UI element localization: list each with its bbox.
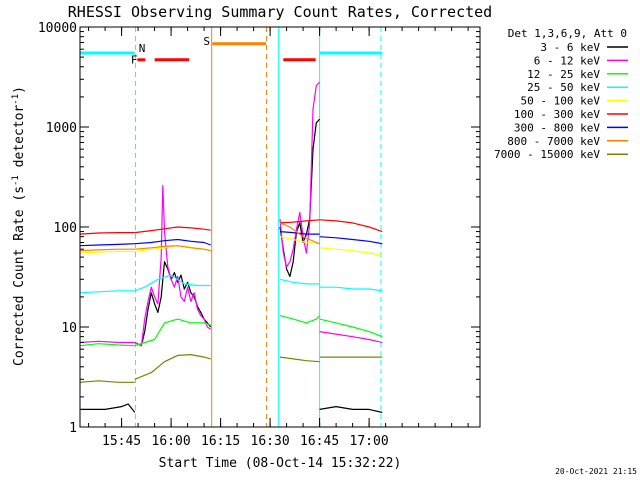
series-8-line-1 [134,354,211,380]
chart-title: RHESSI Observing Summary Count Rates, Co… [68,3,492,21]
annotation-2: S [203,35,210,48]
x-tick-label-2: 16:15 [201,434,240,449]
footer-date: 20-Oct-2021 21:15 [555,467,637,476]
series-3-line-1 [79,290,135,294]
series-0-line-3 [319,406,383,413]
series-0 [80,118,383,413]
legend-header: Det 1,3,6,9, Att 0 [508,27,627,40]
series-8 [79,354,383,383]
series-0-line-2 [279,118,321,278]
series-6-line-3 [319,236,383,245]
series-1-line-3 [319,331,383,344]
series-1-line-1 [134,184,212,347]
series-2-line-2 [279,315,321,324]
legend-label-0: 3 - 6 keV [540,41,600,54]
series-7 [79,42,320,252]
series-0-line-0 [80,403,136,413]
y-tick-label-1: 10 [61,321,77,336]
x-tick-label-1: 16:00 [152,434,191,449]
y-tick-label-2: 100 [54,221,77,236]
y-axis: 1 10 100 1000 10000 [38,21,480,436]
x-axis-label: Start Time (08-Oct-14 15:32:22) [159,456,402,471]
y-tick-label-4: 10000 [38,21,77,36]
annotation-1: F [131,54,138,67]
legend-label-5: 100 - 300 keV [514,108,600,121]
legend-label-2: 12 - 25 keV [527,68,600,81]
y-axis-label-main: Corrected Count Rate (s [12,186,27,366]
legend-label-6: 300 - 800 keV [514,121,600,134]
y-axis-label-close: ) [12,86,27,94]
series-3-line-3 [279,278,320,285]
x-axis: 15:45 16:00 16:15 16:30 16:45 17:00 [88,27,469,449]
series-7-line-2 [134,245,211,252]
plot-area: NF S [79,27,383,427]
x-tick-label-0: 15:45 [102,434,141,449]
series-5-line-5 [279,219,320,224]
legend-label-3: 25 - 50 keV [527,81,600,94]
legend-label-1: 6 - 12 keV [534,54,601,67]
series-4-line-0 [79,250,135,254]
series-1-line-2 [279,81,321,268]
series-6-line-2 [279,231,320,235]
annotation-0: N [139,42,146,55]
series-8-line-0 [79,380,135,383]
y-axis-label: Corrected Count Rate (s-1 detector-1) [11,86,27,366]
series-3-line-2 [134,274,211,292]
series-5-line-3 [79,232,135,235]
series-3-line-4 [319,286,383,292]
series-2-line-1 [134,318,211,347]
series-1-line-0 [79,340,135,344]
y-axis-label-exp: -1 [11,175,21,186]
x-tick-label-4: 16:45 [300,434,339,449]
series-5-line-4 [134,226,211,234]
series-2-line-3 [319,318,383,338]
series-6 [79,231,383,247]
series-6-line-1 [134,238,211,246]
series-0-line-1 [134,261,212,347]
series-3 [79,51,383,294]
legend-label-7: 800 - 7000 keV [507,135,600,148]
series-8-line-2 [279,356,320,363]
series-7-line-1 [79,248,135,252]
x-tick-label-3: 16:30 [251,434,290,449]
y-axis-label-tail: detector [12,105,27,176]
y-tick-label-0: 1 [69,421,77,436]
series-4-line-2 [279,236,320,245]
legend-label-8: 7000 - 15000 keV [494,148,600,161]
y-tick-label-3: 1000 [46,121,77,136]
series-2 [79,315,383,347]
series-7-line-3 [279,222,320,245]
series-5-line-6 [319,219,383,233]
y-axis-label-exp2: -1 [11,94,21,105]
x-tick-label-5: 17:00 [350,434,389,449]
series-4-line-3 [319,247,383,256]
legend-label-4: 50 - 100 keV [521,95,601,108]
series-6-line-0 [79,243,135,247]
series-1 [79,81,383,347]
series-5 [79,58,383,235]
series-2-line-0 [79,343,135,347]
